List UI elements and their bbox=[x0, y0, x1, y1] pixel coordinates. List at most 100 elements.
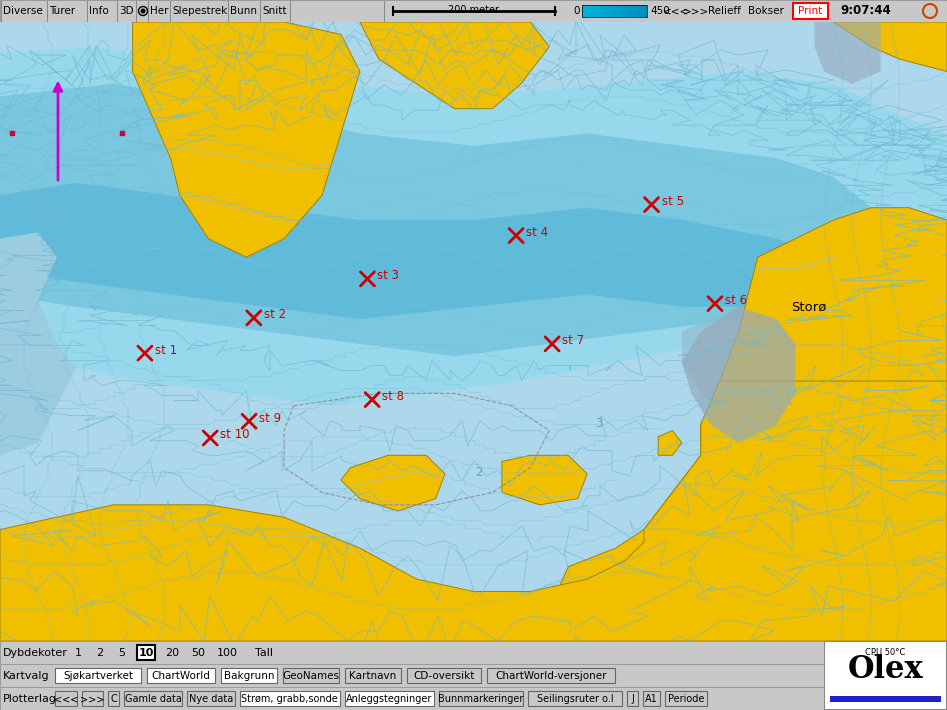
Bar bbox=[614, 5, 615, 17]
Bar bbox=[601, 5, 602, 17]
Bar bbox=[584, 5, 585, 17]
Bar bbox=[607, 5, 608, 17]
Text: 2: 2 bbox=[475, 466, 483, 479]
Bar bbox=[593, 5, 594, 17]
Bar bbox=[635, 5, 636, 17]
Polygon shape bbox=[682, 307, 795, 443]
Text: CD-oversikt: CD-oversikt bbox=[413, 671, 474, 681]
Text: Nye data: Nye data bbox=[189, 694, 233, 704]
Text: 1: 1 bbox=[75, 648, 81, 658]
Bar bbox=[613, 5, 614, 17]
Text: 450: 450 bbox=[650, 6, 670, 16]
Bar bbox=[623, 5, 624, 17]
Bar bbox=[793, 3, 828, 19]
Bar bbox=[627, 5, 628, 17]
Bar bbox=[609, 5, 610, 17]
Bar bbox=[108, 691, 119, 706]
Bar bbox=[643, 5, 644, 17]
Text: Anleggstegninger: Anleggstegninger bbox=[346, 694, 433, 704]
Bar bbox=[645, 5, 646, 17]
Bar bbox=[639, 5, 640, 17]
Polygon shape bbox=[658, 430, 682, 455]
Text: Print: Print bbox=[798, 6, 822, 16]
Bar bbox=[594, 5, 595, 17]
Bar bbox=[602, 5, 603, 17]
Bar bbox=[124, 691, 183, 706]
Text: ChartWorld-versjoner: ChartWorld-versjoner bbox=[495, 671, 607, 681]
Text: <<<: <<< bbox=[663, 6, 689, 16]
Text: st 8: st 8 bbox=[383, 390, 404, 403]
Bar bbox=[596, 5, 597, 17]
Text: Her: Her bbox=[150, 6, 169, 16]
Polygon shape bbox=[0, 381, 947, 641]
Text: Turer: Turer bbox=[49, 6, 75, 16]
Bar bbox=[603, 5, 604, 17]
Text: st 2: st 2 bbox=[264, 308, 286, 322]
Text: GeoNames: GeoNames bbox=[282, 671, 340, 681]
Bar bbox=[81, 691, 103, 706]
Bar bbox=[620, 5, 621, 17]
Text: 200 meter: 200 meter bbox=[449, 5, 499, 15]
Text: Sjøkartverket: Sjøkartverket bbox=[63, 671, 133, 681]
Bar bbox=[221, 668, 277, 683]
Bar bbox=[631, 5, 632, 17]
Bar bbox=[665, 691, 707, 706]
Bar bbox=[621, 5, 622, 17]
Bar bbox=[604, 5, 605, 17]
Bar bbox=[830, 697, 940, 701]
Bar bbox=[598, 5, 599, 17]
Bar bbox=[624, 5, 625, 17]
Text: 50: 50 bbox=[191, 648, 205, 658]
Polygon shape bbox=[133, 22, 360, 257]
Polygon shape bbox=[814, 22, 881, 84]
Bar bbox=[630, 5, 631, 17]
Bar bbox=[592, 5, 593, 17]
Bar bbox=[644, 5, 645, 17]
Text: <<<: <<< bbox=[54, 694, 78, 704]
Text: Bunnmarkeringer: Bunnmarkeringer bbox=[438, 694, 524, 704]
Text: >>>: >>> bbox=[683, 6, 709, 16]
Bar bbox=[617, 5, 618, 17]
Text: 100: 100 bbox=[217, 648, 238, 658]
Bar bbox=[633, 5, 634, 17]
Bar bbox=[612, 5, 613, 17]
Text: Kartnavn: Kartnavn bbox=[349, 671, 397, 681]
Bar bbox=[610, 5, 611, 17]
Bar bbox=[646, 5, 647, 17]
Text: J: J bbox=[632, 694, 634, 704]
Bar bbox=[599, 5, 600, 17]
Text: st 1: st 1 bbox=[155, 344, 177, 356]
Polygon shape bbox=[0, 47, 947, 406]
Bar bbox=[586, 5, 587, 17]
Polygon shape bbox=[682, 307, 833, 443]
Text: Dybdekoter: Dybdekoter bbox=[3, 648, 68, 658]
Text: 0: 0 bbox=[574, 6, 580, 16]
Bar bbox=[608, 5, 609, 17]
Bar bbox=[147, 668, 215, 683]
Text: st 10: st 10 bbox=[221, 428, 250, 442]
Bar bbox=[582, 5, 583, 17]
Text: 20: 20 bbox=[165, 648, 179, 658]
Bar bbox=[615, 5, 616, 17]
Bar bbox=[640, 5, 641, 17]
Bar bbox=[642, 5, 643, 17]
Bar bbox=[345, 668, 401, 683]
Text: 10: 10 bbox=[138, 648, 153, 658]
Polygon shape bbox=[360, 22, 549, 109]
Polygon shape bbox=[0, 84, 871, 356]
Bar bbox=[588, 5, 589, 17]
Text: 9:07:44: 9:07:44 bbox=[840, 4, 891, 18]
Text: A1: A1 bbox=[645, 694, 658, 704]
Text: >>>: >>> bbox=[80, 694, 104, 704]
Text: Seilingsruter o.l: Seilingsruter o.l bbox=[537, 694, 614, 704]
Text: st 9: st 9 bbox=[259, 412, 281, 425]
Bar bbox=[597, 5, 598, 17]
Bar bbox=[618, 5, 619, 17]
Bar bbox=[611, 5, 612, 17]
Bar bbox=[634, 5, 635, 17]
Bar bbox=[625, 5, 626, 17]
Bar bbox=[240, 691, 340, 706]
Bar bbox=[606, 5, 607, 17]
Text: 3D: 3D bbox=[119, 6, 134, 16]
Bar bbox=[605, 5, 606, 17]
